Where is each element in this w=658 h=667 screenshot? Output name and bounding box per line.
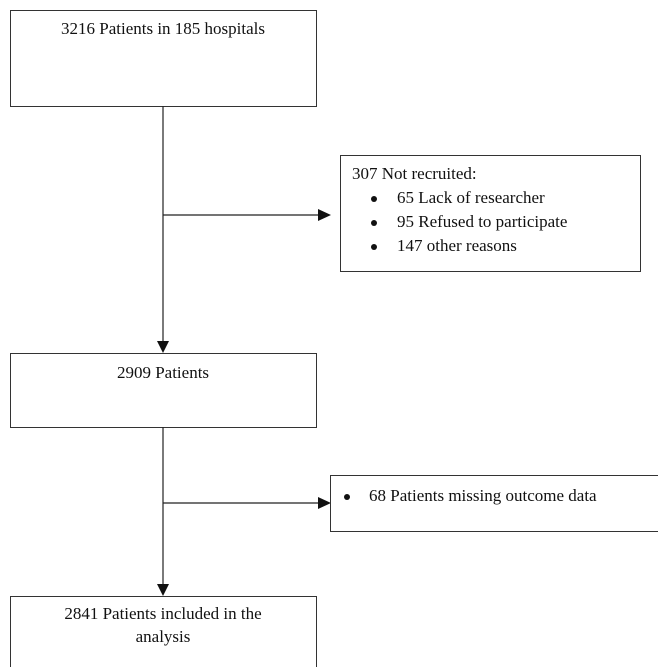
node-item: 95 Refused to participate	[397, 212, 567, 231]
bullet	[371, 196, 377, 202]
bullet	[344, 494, 350, 500]
node-label: 2841 Patients included in the	[64, 604, 261, 623]
arrow-head	[157, 584, 169, 596]
node-label: 3216 Patients in 185 hospitals	[61, 19, 265, 38]
node-label: analysis	[136, 627, 191, 646]
arrow-head	[318, 497, 331, 509]
node-label: 2909 Patients	[117, 363, 209, 382]
node-box	[330, 475, 658, 532]
node-box	[10, 353, 317, 428]
bullet	[371, 220, 377, 226]
node-box	[340, 155, 641, 272]
node-label: 307 Not recruited:	[352, 164, 477, 183]
node-box	[10, 10, 317, 107]
arrow-head	[318, 209, 331, 221]
arrow-head	[157, 341, 169, 353]
node-item: 147 other reasons	[397, 236, 517, 255]
bullet	[371, 244, 377, 250]
node-item: 68 Patients missing outcome data	[369, 486, 597, 505]
node-box	[10, 596, 317, 667]
node-item: 65 Lack of researcher	[397, 188, 545, 207]
